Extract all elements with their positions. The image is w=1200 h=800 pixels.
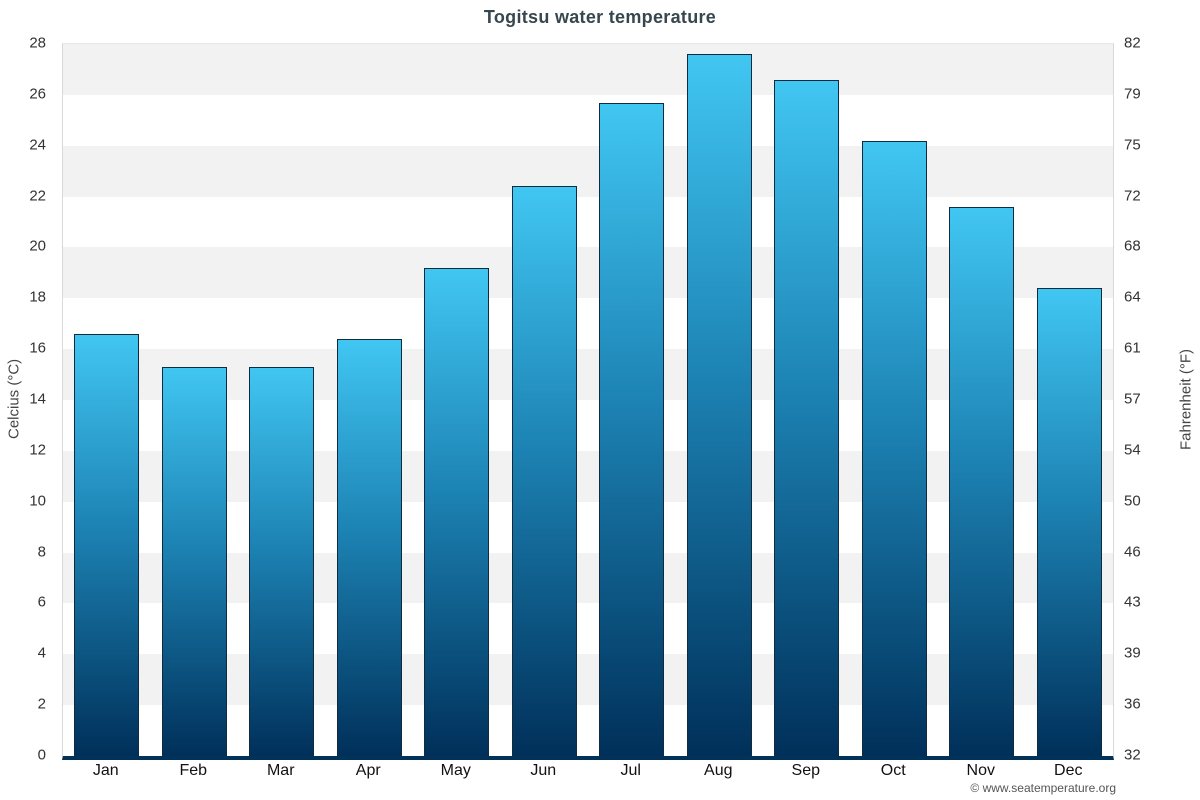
x-tick-label-apr: Apr xyxy=(355,762,381,779)
y-tick-fahrenheit-82: 82 xyxy=(1124,34,1141,52)
grid-band xyxy=(63,654,1113,706)
bar-nov xyxy=(949,206,1015,756)
bar-feb xyxy=(161,366,227,756)
x-tick-label-sep: Sep xyxy=(791,762,820,779)
grid-band xyxy=(63,94,1113,146)
bar-jun xyxy=(511,186,577,756)
chart-title: Togitsu water temperature xyxy=(483,7,717,27)
grid-band xyxy=(63,501,1113,553)
y-tick-celsius-16: 16 xyxy=(29,339,46,357)
plot-area xyxy=(62,43,1114,760)
bar-jul xyxy=(599,102,665,756)
x-tick-label-jul: Jul xyxy=(620,762,641,779)
y-tick-fahrenheit-72: 72 xyxy=(1124,187,1141,205)
y-tick-fahrenheit-50: 50 xyxy=(1124,492,1141,510)
bar-sep xyxy=(774,79,840,756)
x-tick-label-jan: Jan xyxy=(92,762,119,779)
grid-band xyxy=(63,196,1113,248)
bar-jan xyxy=(74,333,140,756)
y-tick-fahrenheit-57: 57 xyxy=(1124,390,1141,408)
x-tick-label-mar: Mar xyxy=(266,762,295,779)
grid-band xyxy=(63,450,1113,502)
y-axis-ticks-fahrenheit: 32 36 39 43 46 50 54 57 61 64 68 72 75 79 82 xyxy=(1122,35,1182,764)
y-tick-celsius-26: 26 xyxy=(29,85,46,103)
x-axis-labels: Jan Feb Mar Apr May Jun Jul Aug Sep Oct Nov Dec xyxy=(62,759,1112,785)
x-tick-label-feb: Feb xyxy=(179,762,208,779)
y-tick-fahrenheit-39: 39 xyxy=(1124,644,1141,662)
y-tick-celsius-20: 20 xyxy=(29,237,46,255)
y-tick-fahrenheit-79: 79 xyxy=(1124,85,1141,103)
y-tick-celsius-8: 8 xyxy=(37,543,46,561)
bar-oct xyxy=(861,140,927,756)
y-tick-fahrenheit-54: 54 xyxy=(1124,441,1141,459)
x-tick-label-nov: Nov xyxy=(966,762,995,779)
grid-band xyxy=(63,349,1113,400)
grid-band xyxy=(63,44,1113,95)
y-tick-celsius-10: 10 xyxy=(29,492,46,510)
x-tick-label-jun: Jun xyxy=(530,762,557,779)
y-tick-celsius-4: 4 xyxy=(37,644,46,662)
y-tick-fahrenheit-68: 68 xyxy=(1124,237,1141,255)
y-tick-celsius-0: 0 xyxy=(37,746,46,764)
y-tick-celsius-24: 24 xyxy=(29,136,46,154)
y-tick-celsius-18: 18 xyxy=(29,288,46,306)
y-tick-fahrenheit-36: 36 xyxy=(1124,695,1141,713)
grid-band xyxy=(63,145,1113,197)
copyright: © www.seatemperature.org xyxy=(970,781,1116,795)
grid-band xyxy=(63,552,1113,604)
bar-may xyxy=(424,267,490,756)
y-tick-fahrenheit-64: 64 xyxy=(1124,288,1141,306)
y-tick-celsius-22: 22 xyxy=(29,187,46,205)
grid-band xyxy=(63,603,1113,655)
y-axis-ticks-celsius: 0 2 4 6 8 10 12 14 16 18 20 22 24 26 28 xyxy=(0,35,54,764)
grid-band xyxy=(63,705,1113,756)
y-tick-fahrenheit-32: 32 xyxy=(1124,746,1141,764)
y-tick-celsius-2: 2 xyxy=(37,695,46,713)
y-tick-celsius-28: 28 xyxy=(29,34,46,52)
y-tick-fahrenheit-43: 43 xyxy=(1124,593,1141,611)
x-tick-label-dec: Dec xyxy=(1054,762,1083,779)
x-tick-label-aug: Aug xyxy=(704,762,733,779)
grid-band xyxy=(63,400,1113,451)
y-tick-celsius-14: 14 xyxy=(29,390,46,408)
bar-aug xyxy=(686,54,752,756)
y-tick-celsius-6: 6 xyxy=(37,593,46,611)
bar-mar xyxy=(249,366,315,756)
grid-band xyxy=(63,247,1113,299)
y-tick-fahrenheit-46: 46 xyxy=(1124,543,1141,561)
bar-dec xyxy=(1036,288,1102,756)
x-tick-label-oct: Oct xyxy=(880,762,906,779)
y-tick-fahrenheit-75: 75 xyxy=(1124,136,1141,154)
bar-apr xyxy=(336,338,402,756)
x-tick-label-may: May xyxy=(440,762,471,779)
y-tick-fahrenheit-61: 61 xyxy=(1124,339,1141,357)
y-tick-celsius-12: 12 xyxy=(29,441,46,459)
grid-band xyxy=(63,298,1113,350)
